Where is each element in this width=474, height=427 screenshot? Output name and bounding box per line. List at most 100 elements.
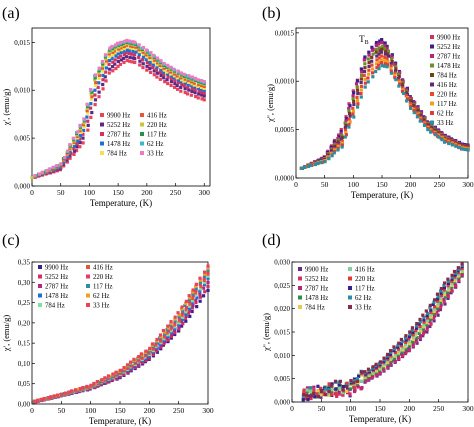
data-point: [166, 329, 170, 333]
data-point: [413, 101, 417, 105]
data-point: [76, 130, 80, 134]
data-point: [439, 287, 443, 291]
data-point: [327, 388, 331, 392]
data-point: [330, 391, 334, 395]
data-point: [464, 147, 468, 152]
data-point: [66, 149, 70, 153]
data-point: [148, 346, 152, 351]
legend-label: 2787 Hz: [107, 132, 130, 139]
data-point: [166, 334, 170, 339]
data-point: [414, 324, 419, 328]
data-point: [324, 387, 328, 391]
data-point: [421, 332, 426, 336]
data-point: [385, 359, 390, 363]
data-point: [428, 306, 432, 310]
data-point: [70, 389, 74, 393]
data-point: [411, 103, 416, 108]
panel-1: 0 50 100 150 200 250 300 0,0000 0,0005 0,0010 0,00…: [265, 27, 474, 200]
data-point: [107, 62, 111, 66]
data-point: [111, 53, 115, 57]
data-point: [155, 63, 159, 67]
x-tick-label: 250: [434, 180, 446, 189]
y-tick-label: 0,0010: [275, 78, 295, 86]
legend-marker: [298, 305, 302, 309]
data-point: [335, 394, 339, 398]
data-point: [417, 322, 421, 326]
data-point: [389, 61, 393, 66]
data-point: [316, 161, 320, 166]
data-point: [118, 62, 123, 66]
data-point: [334, 387, 338, 391]
data-point: [306, 164, 311, 168]
data-point: [405, 90, 409, 95]
data-point: [151, 62, 155, 67]
data-point: [101, 64, 105, 68]
data-point: [122, 52, 126, 57]
legend-label: 62 Hz: [437, 111, 453, 118]
plot-frame: [291, 261, 469, 403]
legend: 9900 Hz 5252 Hz 2787 Hz 1478 Hz 784 Hz 416 Hz…: [38, 265, 113, 310]
data-point: [101, 82, 105, 87]
data-point: [363, 77, 367, 81]
data-point: [347, 125, 351, 129]
x-tick-label: 300: [462, 404, 474, 413]
data-point: [432, 300, 436, 304]
data-point: [124, 43, 128, 47]
data-point: [166, 338, 170, 342]
data-point: [82, 128, 86, 133]
data-point: [367, 72, 371, 76]
data-point: [158, 333, 163, 337]
data-point: [144, 48, 149, 52]
data-point: [189, 84, 193, 88]
data-point: [414, 329, 418, 333]
y-tick-label: 0,35: [18, 259, 31, 267]
legend-label: 416 Hz: [437, 82, 457, 89]
data-point: [359, 88, 363, 92]
data-point: [408, 101, 412, 106]
data-point: [97, 69, 101, 73]
data-point: [380, 54, 384, 58]
data-point: [461, 147, 465, 151]
data-point: [163, 80, 167, 84]
data-point: [344, 130, 348, 135]
legend-marker: [86, 303, 90, 307]
legend-label: 117 Hz: [147, 132, 167, 139]
data-point: [64, 391, 68, 395]
legend-label: 784 Hz: [437, 73, 457, 80]
x-tick-label: 300: [462, 180, 474, 189]
legend-label: 62 Hz: [147, 141, 163, 148]
data-point: [396, 353, 400, 357]
data-point: [93, 93, 97, 97]
data-point: [417, 331, 421, 335]
data-point: [68, 156, 72, 160]
data-point: [421, 325, 425, 329]
data-point: [466, 148, 470, 152]
data-point: [127, 39, 132, 43]
data-point: [158, 77, 162, 81]
data-point: [398, 80, 402, 84]
data-point: [330, 154, 334, 158]
data-point: [428, 324, 432, 328]
data-point: [103, 75, 107, 79]
data-point: [359, 80, 363, 85]
data-point: [51, 165, 55, 169]
data-point: [112, 49, 117, 53]
data-point: [162, 76, 166, 80]
data-point: [401, 79, 405, 83]
data-point: [432, 309, 436, 314]
data-point: [446, 279, 450, 283]
data-point: [33, 399, 37, 403]
data-point: [78, 140, 82, 145]
data-point: [40, 397, 44, 402]
data-point: [155, 65, 159, 69]
data-point: [356, 91, 360, 96]
data-point: [114, 66, 118, 71]
data-point: [343, 128, 348, 132]
data-point: [393, 76, 397, 80]
data-point: [453, 273, 457, 277]
data-point: [125, 58, 129, 63]
data-point: [386, 60, 390, 64]
data-point: [359, 77, 363, 81]
data-point: [348, 114, 352, 118]
data-point: [104, 57, 108, 61]
